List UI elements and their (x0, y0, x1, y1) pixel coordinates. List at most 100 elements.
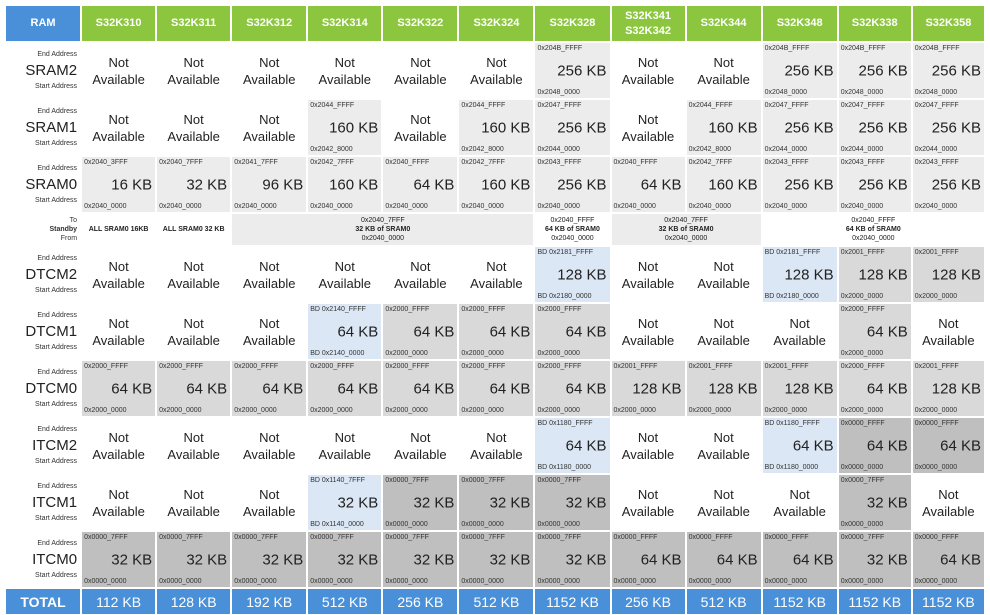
memory-size: 64 KB (337, 323, 379, 340)
cell-not-available: Not Available (761, 303, 838, 360)
available-label: Available (697, 332, 750, 348)
standby-size: 64 KB of SRAM0 (545, 226, 600, 233)
column-header: S32K338 (837, 5, 912, 42)
memory-cell: 0x2047_FFFF 256 KB 0x2044_0000 (761, 99, 838, 156)
standby-cell: 0x2040_FFFF 64 KB of SRAM0 0x2040_0000 (761, 213, 985, 246)
not-label: Not (637, 111, 659, 127)
start-address: 0x2040_0000 (385, 203, 428, 210)
not-available-text: Not Available (612, 111, 685, 145)
not-label: Not (183, 54, 204, 70)
start-address: BD 0x1140_0000 (310, 521, 364, 528)
memory-cell: 0x2043_FFFF 256 KB 0x2040_0000 (911, 156, 985, 213)
end-address: 0x2047_FFFF (537, 102, 582, 109)
memory-cell: BD 0x1180_FFFF 64 KB BD 0x1180_0000 (534, 417, 611, 474)
end-address: 0x0000_FFFF (914, 534, 959, 541)
available-label: Available (773, 503, 826, 519)
memory-cell: 0x2042_7FFF 160 KB 0x2040_0000 (685, 156, 762, 213)
start-address: 0x2048_0000 (914, 89, 958, 96)
memory-size: 32 KB (866, 494, 908, 511)
region-name: DTCM2 (25, 266, 78, 283)
column-header: S32K344 (685, 5, 762, 42)
end-address: 0x2040_FFFF (613, 159, 658, 166)
available-label: Available (922, 503, 975, 519)
memory-cell: 0x2001_FFFF 128 KB 0x2000_0000 (837, 246, 912, 303)
end-address: 0x2040_3FFF (84, 159, 128, 166)
available-label: Available (470, 275, 523, 291)
end-address: 0x2041_7FFF (234, 159, 278, 166)
not-available-text: Not Available (763, 315, 837, 349)
standby-cell: ALL SRAM0 32 KB (156, 213, 232, 246)
memory-cell: 0x0000_7FFF 32 KB 0x0000_0000 (458, 531, 535, 588)
row-label: End Address ITCM2 Start Address (5, 417, 82, 474)
available-label: Available (470, 446, 523, 462)
memory-cell: 0x2000_FFFF 64 KB 0x2000_0000 (458, 303, 535, 360)
standby-start-address: 0x2040_0000 (361, 235, 405, 242)
cell-not-available: Not Available (81, 99, 157, 156)
cell-not-available: Not Available (610, 474, 686, 531)
memory-size: 256 KB (858, 62, 908, 79)
memory-cell: 0x2000_FFFF 64 KB 0x2000_0000 (382, 303, 459, 360)
standby-end-address: 0x2040_7FFF (361, 217, 405, 224)
memory-size: 256 KB (931, 176, 981, 193)
standby-cell: 0x2040_7FFF 32 KB of SRAM0 0x2040_0000 (231, 213, 535, 246)
memory-cell: 0x2043_FFFF 256 KB 0x2040_0000 (534, 156, 611, 213)
memory-size: 64 KB (940, 551, 981, 568)
memory-cell: BD 0x2140_FFFF 64 KB BD 0x2140_0000 (307, 303, 383, 360)
start-address: 0x2040_0000 (688, 203, 731, 210)
start-address: 0x0000_0000 (385, 578, 428, 585)
standby-size: 64 KB of SRAM0 (845, 226, 901, 233)
standby-start-address: 0x2040_0000 (664, 235, 708, 242)
end-address: 0x2001_FFFF (688, 363, 733, 370)
memory-row-itcm1: End Address ITCM1 Start Address Not Availabl… (5, 474, 985, 531)
memory-cell: 0x2001_FFFF 128 KB 0x2000_0000 (911, 360, 985, 417)
memory-cell: 0x2000_FFFF 64 KB 0x2000_0000 (534, 360, 611, 417)
start-address: 0x0000_0000 (840, 464, 884, 471)
end-address: 0x2001_FFFF (840, 249, 885, 256)
start-address-label: Start Address (35, 197, 78, 204)
standby-size: 32 KB of SRAM0 (658, 226, 714, 233)
available-label: Available (167, 128, 220, 144)
memory-cell: 0x2000_FFFF 64 KB 0x2000_0000 (382, 360, 459, 417)
standby-to-label: To (69, 217, 78, 224)
end-address: 0x204B_FFFF (840, 45, 886, 52)
standby-size: 32 KB of SRAM0 (355, 226, 411, 233)
memory-cell: 0x2042_7FFF 160 KB 0x2040_0000 (307, 156, 383, 213)
available-label: Available (394, 128, 447, 144)
cell-not-available: Not Available (81, 246, 157, 303)
start-address: 0x2048_0000 (537, 89, 580, 96)
total-value: 512 KB (307, 588, 383, 615)
region-name: DTCM1 (25, 323, 78, 340)
start-address: 0x2040_0000 (310, 203, 353, 210)
end-address: 0x2044_FFFF (310, 102, 355, 109)
memory-row-sram0: End Address SRAM0 Start Address 0x2040_3FFF… (5, 156, 985, 213)
memory-size: 64 KB (413, 380, 455, 397)
not-label: Not (410, 429, 431, 445)
end-address: 0x0000_7FFF (385, 534, 429, 541)
cell-not-available: Not Available (231, 303, 308, 360)
not-available-text: Not Available (82, 258, 155, 292)
memory-cell: 0x2000_FFFF 64 KB 0x2000_0000 (231, 360, 308, 417)
cell-not-available: Not Available (156, 99, 232, 156)
start-address: 0x2000_0000 (385, 350, 428, 357)
memory-size: 32 KB (337, 551, 379, 568)
memory-size: 160 KB (481, 176, 531, 193)
total-row: TOTAL 112 KB 128 KB 192 KB 512 KB 256 KB 512 K… (5, 588, 985, 615)
not-available-text: Not Available (383, 429, 457, 463)
total-label: TOTAL (5, 588, 82, 615)
end-address: 0x0000_7FFF (159, 534, 203, 541)
not-available-text: Not Available (308, 258, 381, 292)
not-label: Not (259, 486, 280, 502)
available-label: Available (92, 275, 145, 291)
standby-cell: 0x2040_7FFF 32 KB of SRAM0 0x2040_0000 (610, 213, 762, 246)
column-header: S32K328 (534, 5, 611, 42)
available-label: Available (697, 446, 750, 462)
start-address: 0x0000_0000 (914, 464, 958, 471)
cell-not-available: Not Available (911, 303, 985, 360)
ram-header: RAM (5, 5, 82, 42)
end-address: BD 0x2181_FFFF (764, 249, 821, 256)
memory-row-itcm2: End Address ITCM2 Start Address Not Availabl… (5, 417, 985, 474)
start-address: 0x2000_0000 (688, 407, 731, 414)
end-address: 0x204B_FFFF (764, 45, 810, 52)
cell-not-available: Not Available (761, 474, 838, 531)
available-label: Available (394, 71, 447, 87)
